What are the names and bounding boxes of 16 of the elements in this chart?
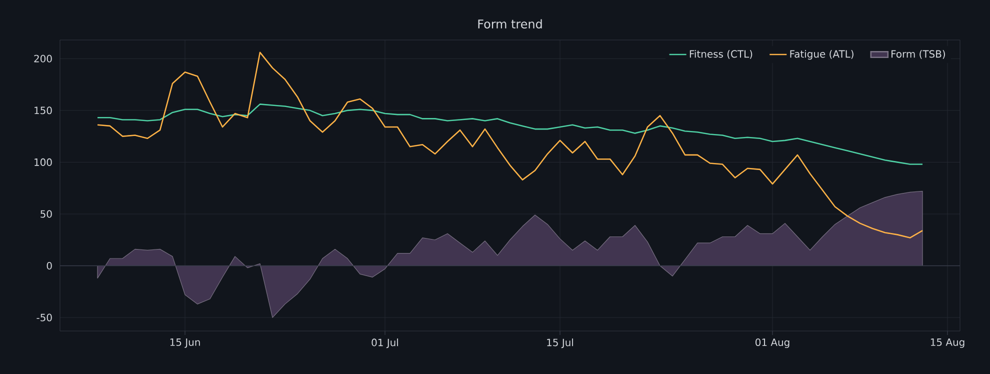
y-tick-label: 100: [34, 158, 52, 166]
x-tick-label: 01 Jul: [372, 338, 398, 348]
x-tick-label: 15 Jul: [547, 338, 573, 348]
legend-label: Fitness (CTL): [690, 50, 752, 59]
legend-label: Fatigue (ATL): [790, 50, 854, 60]
chart-title: Form trend: [478, 19, 542, 28]
line-series: [96, 104, 924, 165]
y-tick-label: -50: [36, 314, 52, 322]
y-tick-label: 150: [34, 106, 52, 114]
x-tick-label: 15 Jun: [170, 338, 200, 348]
y-tick-label: 50: [40, 210, 52, 218]
legend-label: Form (TSB): [892, 50, 945, 59]
y-tick-label: 0: [46, 262, 52, 270]
x-tick-label: 01 Aug: [756, 338, 790, 348]
y-tick-label: 200: [34, 54, 52, 62]
x-tick-label: 15 Aug: [930, 338, 964, 348]
